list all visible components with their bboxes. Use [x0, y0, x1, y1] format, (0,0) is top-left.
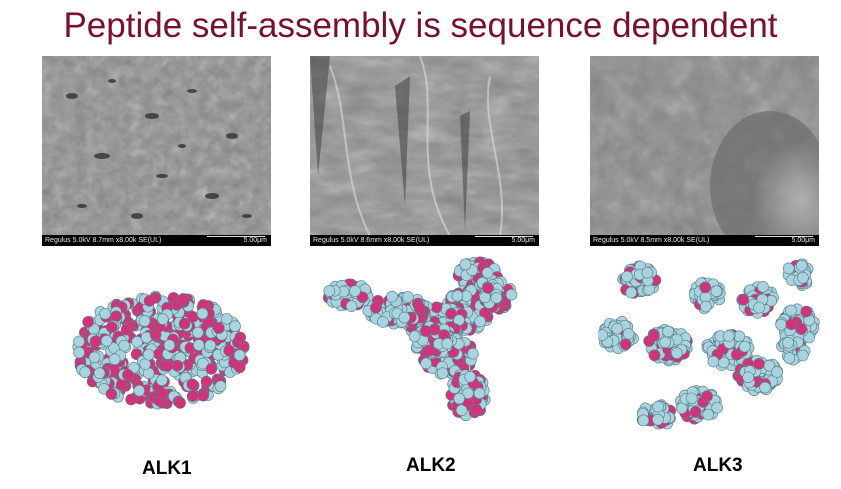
- label-alk1: ALK1: [142, 458, 192, 479]
- sem-scalebar: Regulus 5.0kV 8.5mm x8.00k SE(UL) 5.00μm: [590, 235, 819, 246]
- slide-title: Peptide self-assembly is sequence depend…: [63, 6, 778, 45]
- molecule-cluster-alk1: [72, 290, 250, 410]
- label-alk2: ALK2: [406, 455, 456, 476]
- sem-texture-porous: [42, 56, 271, 246]
- sem-scalebar: Regulus 5.0kV 8.7mm x8.00k SE(UL) 5.00μm: [42, 235, 271, 246]
- sem-texture-smooth: [590, 56, 819, 246]
- molecule-cluster-alk3: [598, 258, 820, 430]
- molecule-cluster-alk2: [322, 256, 518, 422]
- sem-scalebar: Regulus 5.0kV 8.6mm x8.00k SE(UL) 5.00μm: [310, 235, 539, 246]
- label-alk3: ALK3: [693, 455, 743, 476]
- sem-image-alk1: Regulus 5.0kV 8.7mm x8.00k SE(UL) 5.00μm: [42, 56, 271, 246]
- sem-image-alk2: Regulus 5.0kV 8.6mm x8.00k SE(UL) 5.00μm: [310, 56, 539, 246]
- sem-image-alk3: Regulus 5.0kV 8.5mm x8.00k SE(UL) 5.00μm: [590, 56, 819, 246]
- sem-texture-sheets: [310, 56, 539, 246]
